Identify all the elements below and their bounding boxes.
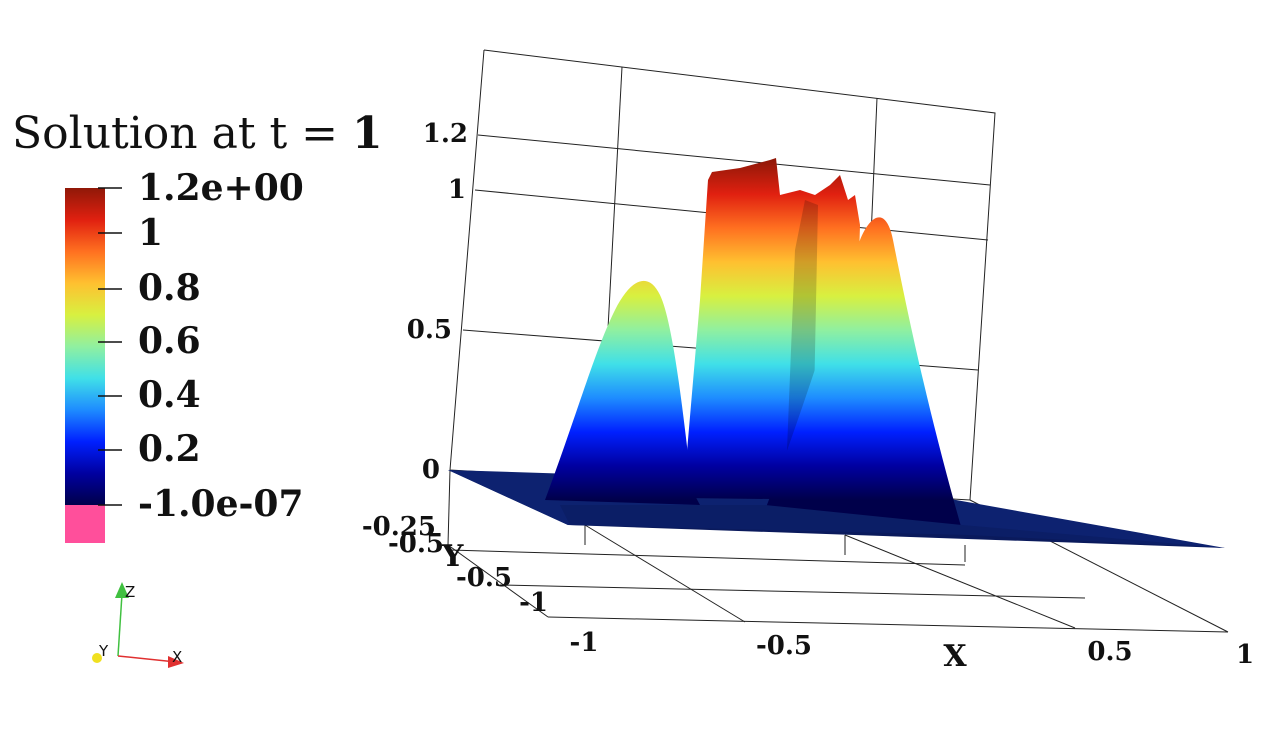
back-wall-grid-h [477,134,991,186]
orientation-y-label: Y [98,642,109,660]
y-tick-label: -0.5 [388,529,444,559]
orientation-axes-widget: Z X Y [92,582,184,668]
orientation-x-axis [117,655,177,663]
title-time-value: 1 [352,108,383,159]
y-axis-title: Y [441,539,464,574]
y-tick-label: -0.25 [362,512,436,542]
colorbar-label: 0.4 [138,374,201,416]
y-axis-labels: -0.25 -0.5 -0.5 -1 Y [362,512,548,618]
orientation-z-axis [117,593,123,657]
x-axis-title: X [943,639,967,674]
orientation-z-label: Z [125,583,135,601]
colorbar-label: 1 [138,212,163,254]
cone [765,217,962,530]
z-tick-label: 0 [422,455,440,485]
x-tick-label: 1 [1236,640,1254,670]
floor-edge [547,616,1229,633]
floor-grid [449,549,966,566]
smooth-hump [545,280,700,505]
z-axis-labels: 1.2 1 0.5 0 [407,119,468,485]
colorbar-label: 1.2e+00 [138,167,304,209]
orientation-x-arrowhead [168,656,184,668]
orientation-z-arrowhead [115,582,129,598]
x-tick-label: -1 [570,628,599,658]
z-tick-label: 1 [448,175,466,205]
base-plane-foreground [560,505,1225,548]
plot-title: Solution at t = 1 [12,108,383,159]
orientation-y-axis-dot [92,653,102,663]
colorbar-label: -1.0e-07 [138,483,304,525]
floor-edge [447,469,451,546]
z-tick-label: 0.5 [407,315,452,345]
x-axis-labels: -1 -0.5 0.5 1 X [570,628,1254,674]
colorbar-label: 0.2 [138,428,201,470]
y-tick-label: -1 [519,588,548,618]
x-tick-label: -0.5 [756,631,812,661]
z-tick-label: 1.2 [423,119,468,149]
orientation-x-label: X [172,648,182,666]
floor-grid [499,584,1086,599]
y-tick-label: -0.5 [456,563,512,593]
solution-surface [448,158,1225,548]
colorbar-below-range-swatch [65,505,105,543]
floor-grid [844,534,1076,629]
colorbar-ticks [98,187,122,506]
title-prefix: Solution at t = [12,108,352,159]
colorbar-ramp [65,188,105,505]
colorbar-label: 0.6 [138,320,201,362]
colorbar: 1.2e+00 1 0.8 0.6 0.4 0.2 -1.0e-07 [65,167,304,543]
floor-grid [584,524,746,623]
floor-edge [447,544,549,618]
x-tick-label: 0.5 [1087,637,1132,667]
colorbar-label: 0.8 [138,267,201,309]
